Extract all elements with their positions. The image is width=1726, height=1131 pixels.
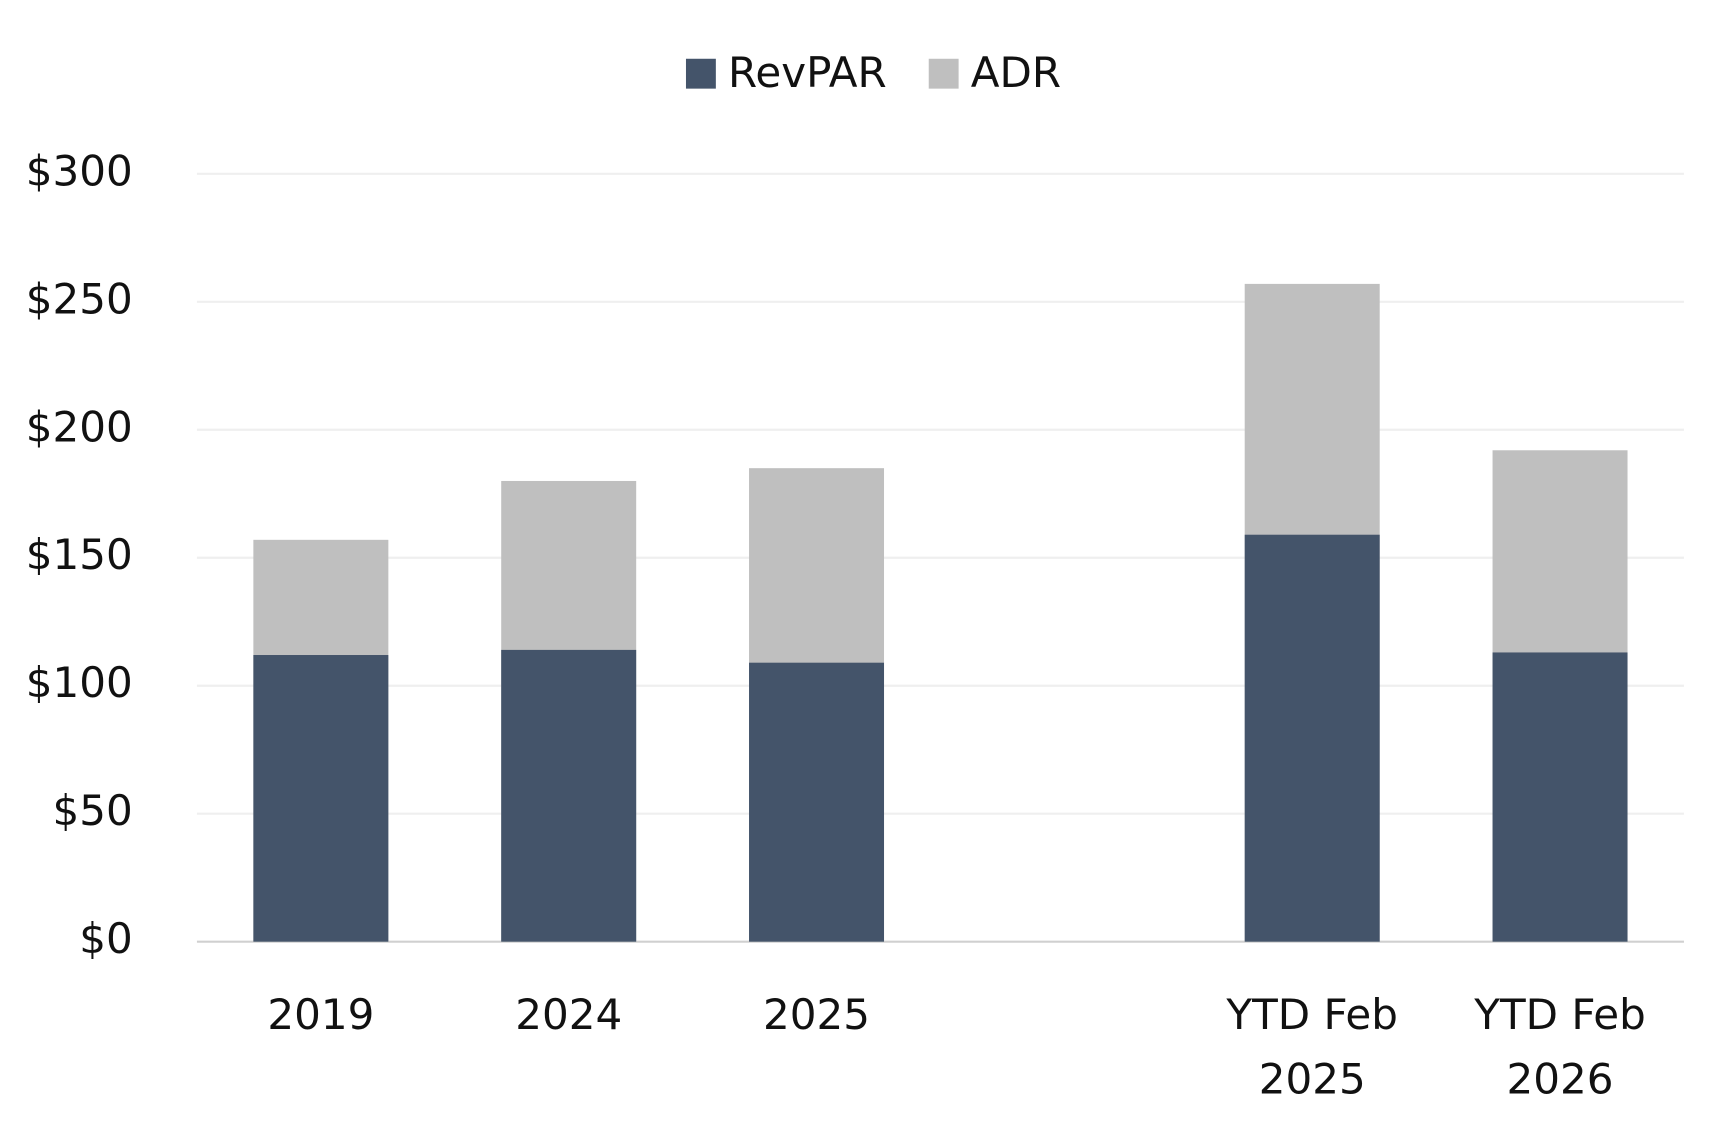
x-tick-label: 2019 xyxy=(267,990,375,1040)
bar xyxy=(1492,652,1628,942)
bar xyxy=(749,662,885,942)
x-tick-label-box: 2025 xyxy=(763,990,871,1040)
x-tick-label: YTD Feb 2025 xyxy=(1226,990,1398,1104)
y-tick-label: $200 xyxy=(26,402,133,451)
x-tick-label-box: YTD Feb 2026 xyxy=(1474,990,1646,1104)
bar xyxy=(1244,534,1380,942)
y-tick-label: $50 xyxy=(53,786,133,835)
x-tick-label-box: 2024 xyxy=(515,990,623,1040)
x-tick-label-box: YTD Feb 2025 xyxy=(1226,990,1398,1104)
y-tick-label: $100 xyxy=(26,658,133,707)
legend-label: RevPAR xyxy=(728,48,887,97)
x-tick-label: 2024 xyxy=(515,990,623,1040)
bar xyxy=(501,649,637,942)
bar xyxy=(253,655,389,942)
x-tick-label: YTD Feb 2026 xyxy=(1474,990,1646,1104)
legend-label: ADR xyxy=(971,48,1061,97)
y-tick-label: $0 xyxy=(79,914,132,963)
y-tick-label: $250 xyxy=(26,274,133,323)
legend-swatch xyxy=(685,58,716,89)
legend-swatch xyxy=(928,58,959,89)
x-tick-label-box: 2019 xyxy=(267,990,375,1040)
y-tick-label: $300 xyxy=(26,146,133,195)
x-tick-label: 2025 xyxy=(763,990,871,1040)
y-tick-label: $150 xyxy=(26,530,133,579)
